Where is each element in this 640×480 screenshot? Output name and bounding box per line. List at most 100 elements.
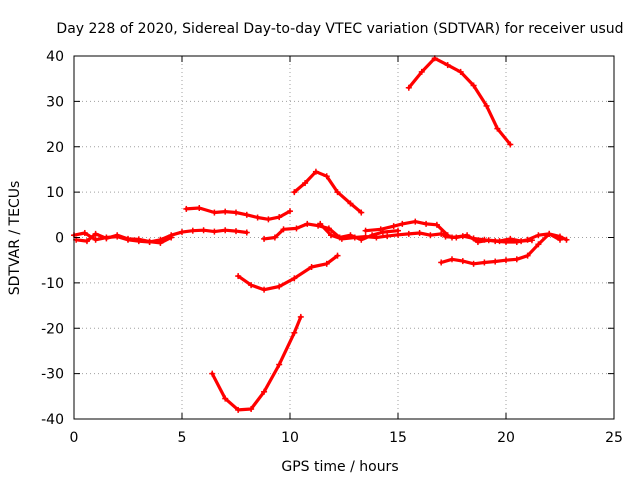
data-point xyxy=(351,234,358,241)
data-point xyxy=(492,258,499,265)
data-point xyxy=(433,221,440,228)
data-point xyxy=(291,189,298,196)
data-point xyxy=(405,230,412,237)
data-point xyxy=(276,361,283,368)
series-arc-3 xyxy=(184,206,292,221)
data-point xyxy=(328,232,335,239)
data-point xyxy=(442,233,449,240)
data-point xyxy=(200,227,207,234)
x-tick-label: 10 xyxy=(281,430,299,446)
series-arc-4 xyxy=(210,315,303,412)
data-point xyxy=(265,216,272,223)
data-point xyxy=(304,220,311,227)
data-point xyxy=(334,252,341,259)
y-tick-label: 30 xyxy=(46,94,64,110)
data-point xyxy=(563,236,570,243)
data-point xyxy=(211,228,218,235)
data-point xyxy=(135,236,142,243)
data-point xyxy=(291,275,298,282)
data-point xyxy=(418,68,425,75)
data-point xyxy=(222,395,229,402)
data-series xyxy=(71,55,570,413)
data-point xyxy=(125,235,131,242)
data-point xyxy=(233,228,239,235)
data-point xyxy=(412,218,419,225)
data-point xyxy=(470,82,477,89)
data-point xyxy=(312,168,319,175)
y-tick-label: 40 xyxy=(46,49,64,65)
data-point xyxy=(222,227,229,234)
data-point xyxy=(146,238,153,245)
data-point xyxy=(308,263,315,270)
data-point xyxy=(438,259,445,266)
data-point xyxy=(377,226,384,233)
data-point xyxy=(546,230,553,237)
data-point xyxy=(485,237,492,244)
data-point xyxy=(449,256,455,263)
data-point xyxy=(183,205,190,212)
data-point xyxy=(287,208,293,215)
chart-title: Day 228 of 2020, Sidereal Day-to-day VTE… xyxy=(56,21,623,37)
data-point xyxy=(535,241,542,248)
data-point xyxy=(83,238,90,245)
grid xyxy=(74,56,614,419)
x-tick-label: 25 xyxy=(605,430,623,446)
data-point xyxy=(358,209,365,216)
y-tick-label: 20 xyxy=(46,140,64,156)
data-point xyxy=(189,227,196,234)
data-point xyxy=(243,211,250,218)
data-point xyxy=(291,329,298,336)
data-point xyxy=(243,229,250,236)
data-point xyxy=(323,173,330,180)
data-point xyxy=(453,234,460,241)
data-point xyxy=(518,238,525,245)
data-point xyxy=(261,388,268,395)
data-point xyxy=(248,406,255,413)
data-point xyxy=(81,229,88,236)
data-point xyxy=(235,406,242,413)
data-point xyxy=(470,260,477,267)
data-point xyxy=(535,232,542,239)
data-point xyxy=(323,260,330,267)
data-point xyxy=(481,259,488,266)
data-point xyxy=(325,225,332,232)
y-tick-label: 0 xyxy=(55,231,64,247)
data-point xyxy=(235,273,242,280)
data-point xyxy=(399,220,406,227)
data-point xyxy=(373,234,380,241)
data-point xyxy=(557,236,563,243)
data-point xyxy=(423,220,430,227)
data-point xyxy=(293,225,300,232)
data-point xyxy=(528,237,535,244)
data-point xyxy=(395,231,401,238)
data-point xyxy=(494,125,501,132)
data-point xyxy=(524,252,531,259)
data-point xyxy=(496,238,503,245)
data-point xyxy=(114,232,121,239)
data-point xyxy=(384,233,391,240)
data-point xyxy=(222,208,229,215)
data-point xyxy=(438,230,445,237)
data-point xyxy=(261,235,268,242)
data-point xyxy=(92,230,99,237)
data-point xyxy=(444,62,451,69)
data-point xyxy=(211,209,218,216)
y-tick-label: -30 xyxy=(41,367,64,383)
data-point xyxy=(271,234,278,241)
data-point xyxy=(157,239,164,246)
data-point xyxy=(483,102,490,109)
x-axis-label: GPS time / hours xyxy=(281,459,398,475)
data-point xyxy=(513,256,520,263)
data-point xyxy=(196,205,203,212)
data-point xyxy=(334,189,341,196)
axis-ticks: 0 5 10 15 20 25 -40 -30 -20 -10 0 10 20 30 40 xyxy=(41,49,623,446)
data-point xyxy=(362,227,369,234)
data-point xyxy=(405,84,412,91)
data-point xyxy=(390,223,397,230)
data-point xyxy=(416,229,423,236)
data-point xyxy=(459,258,466,265)
series-arc-2 xyxy=(74,232,173,245)
data-point xyxy=(276,283,283,290)
y-tick-label: 10 xyxy=(46,185,64,201)
data-point xyxy=(280,226,287,233)
